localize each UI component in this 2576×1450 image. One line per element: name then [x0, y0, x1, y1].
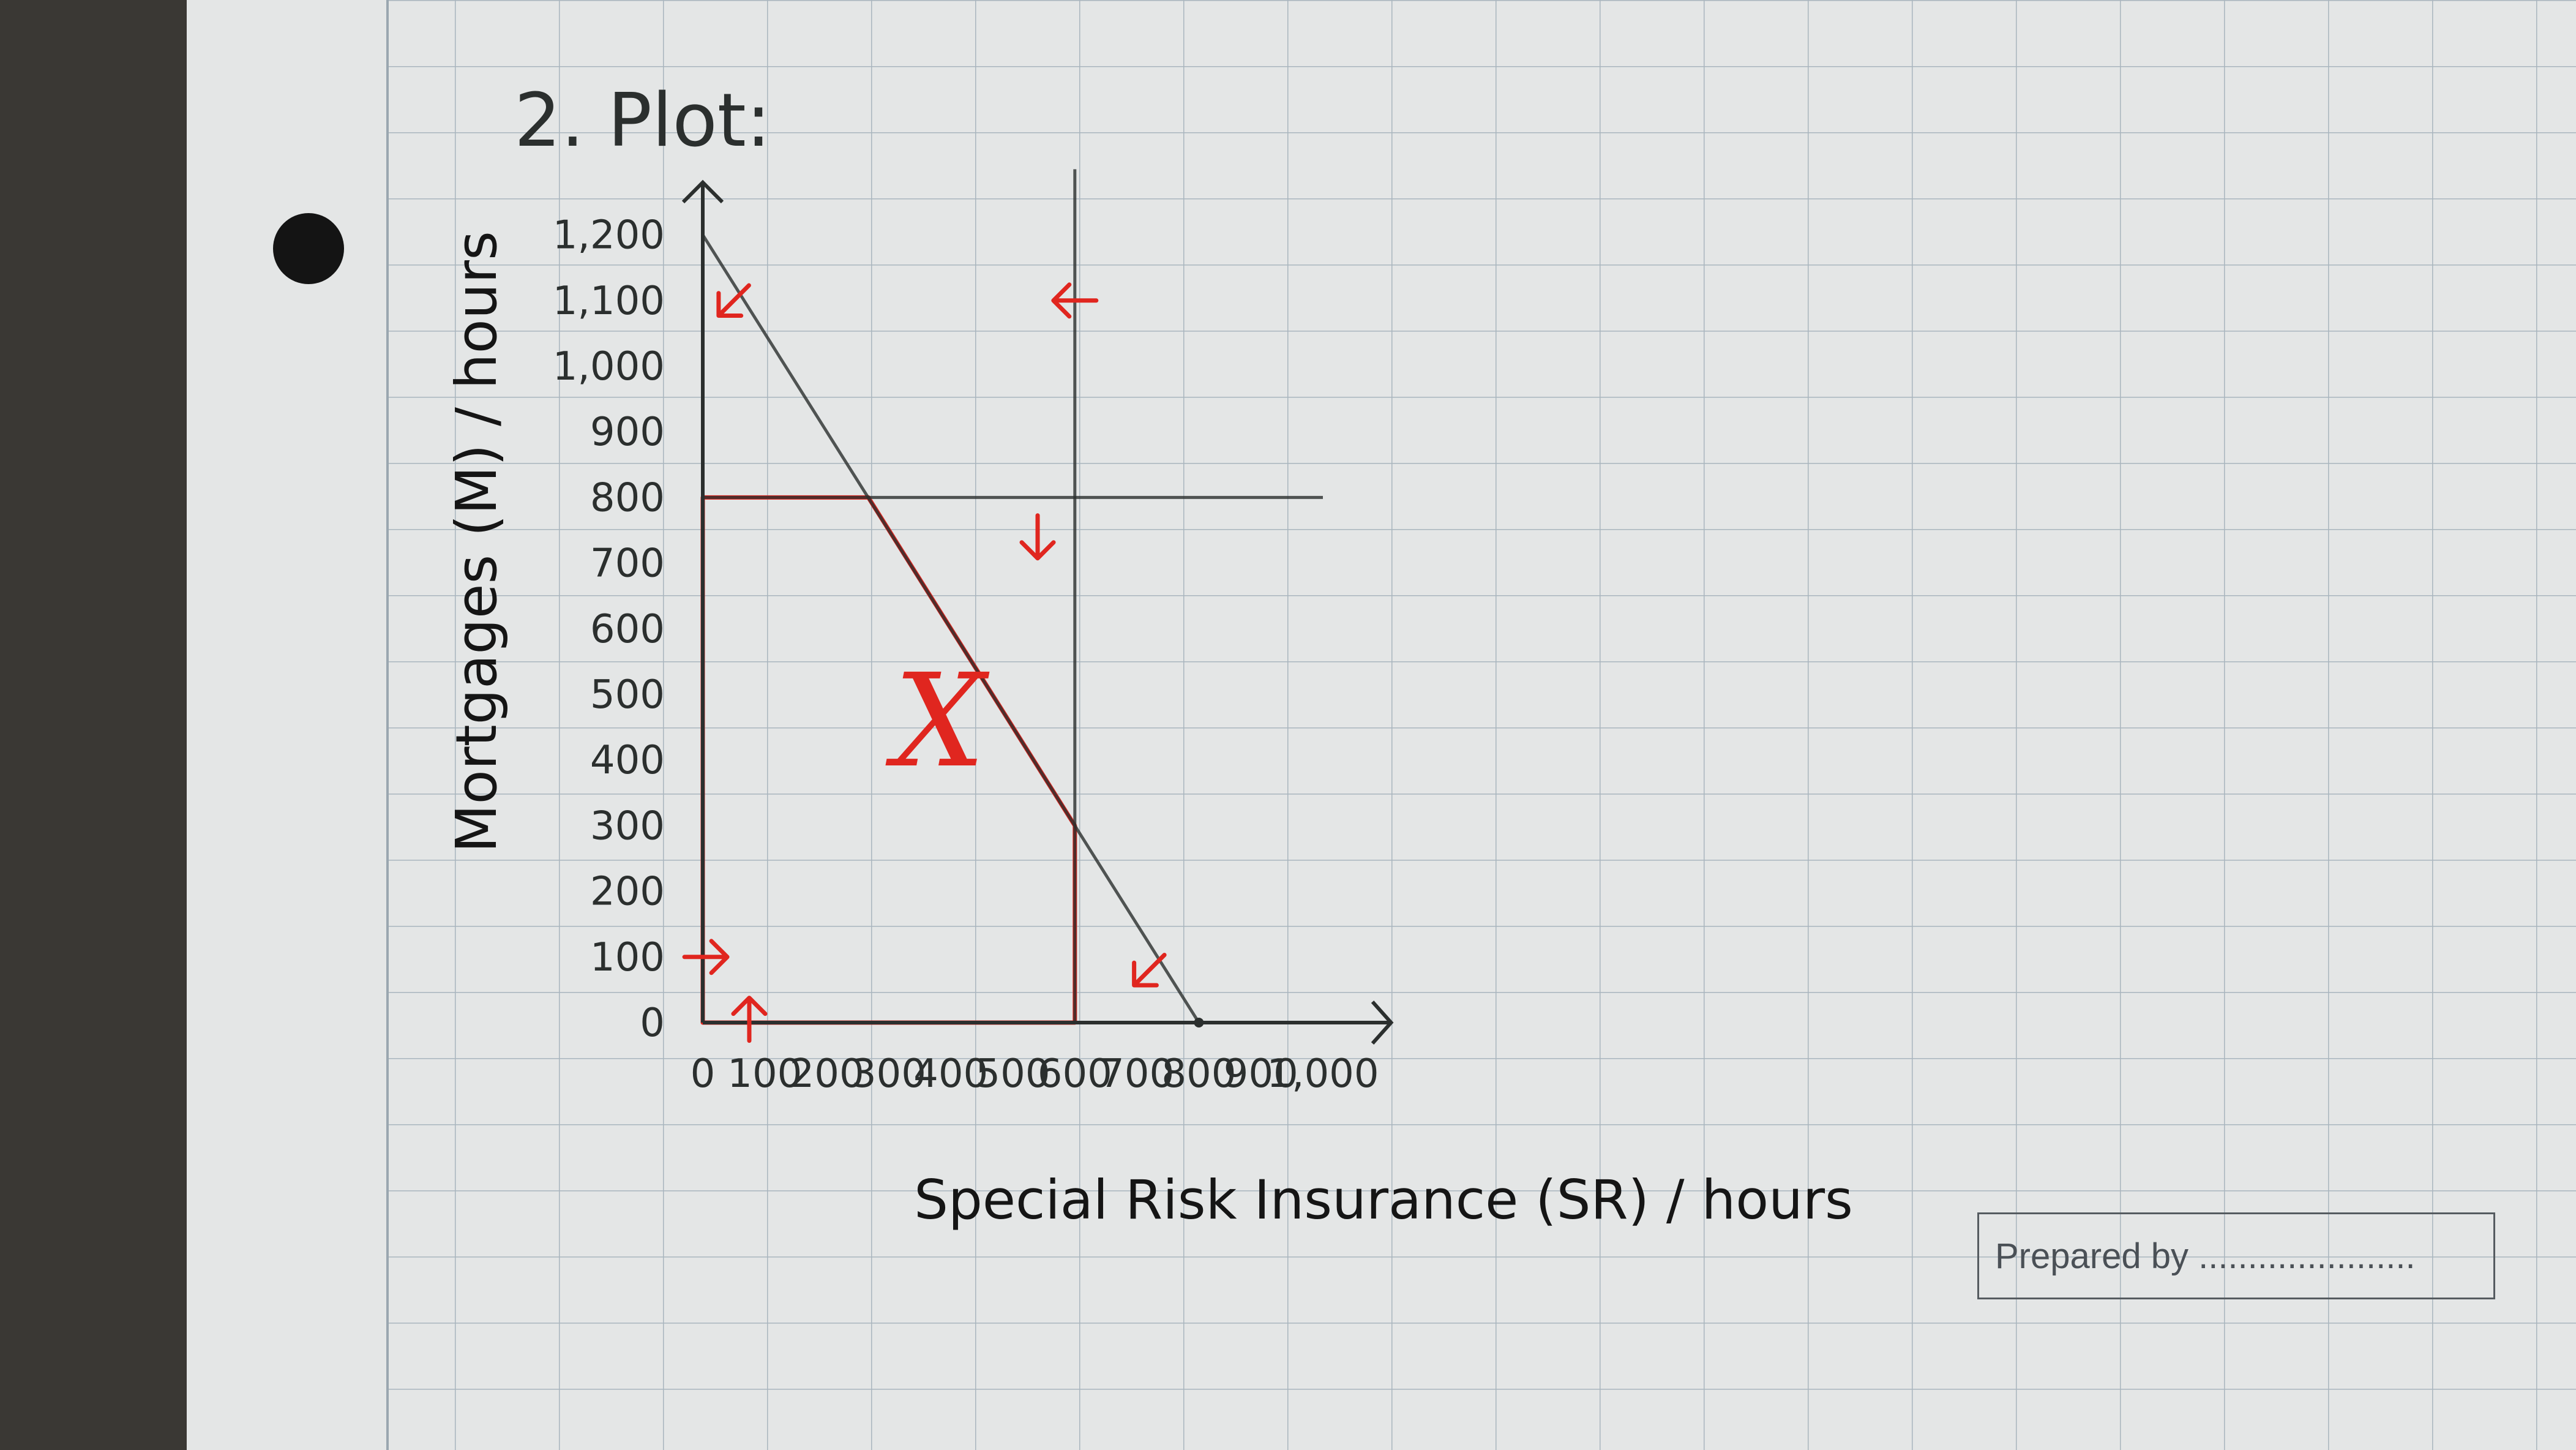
x-tick-label: 800: [1161, 1051, 1236, 1097]
y-tick-label: 700: [590, 541, 665, 587]
intercept-point: [1194, 1018, 1204, 1027]
direction-arrow: [1019, 513, 1056, 561]
prepared-by-box: Prepared by ......................: [1977, 1212, 2495, 1299]
x-tick-label: 100: [727, 1051, 802, 1097]
y-tick-label: 300: [590, 803, 665, 849]
y-axis-title: Mortgages (M) / hours: [444, 231, 509, 853]
y-tick-label: 900: [590, 410, 665, 455]
page-heading: 2. Plot:: [514, 78, 771, 163]
direction-arrow: [731, 996, 768, 1043]
x-tick-label: 700: [1099, 1051, 1174, 1097]
x-tick-label: 900: [1224, 1051, 1298, 1097]
punch-hole: [273, 213, 344, 284]
y-tick-label: 600: [590, 607, 665, 652]
y-tick-label: 800: [590, 475, 665, 520]
x-tick-label: 500: [975, 1051, 1050, 1097]
y-tick-label: 200: [590, 870, 665, 915]
direction-arrow: [682, 939, 730, 975]
x-tick-label: 600: [1038, 1051, 1112, 1097]
x-tick-label: 1,000: [1267, 1051, 1379, 1097]
constraint-line-1: [701, 234, 1200, 1024]
y-tick-label: 100: [590, 935, 665, 980]
y-axis-arrowhead: [681, 179, 724, 204]
x-axis-title: Special Risk Insurance (SR) / hours: [914, 1168, 1853, 1231]
prepared-by-text: Prepared by ......................: [1995, 1236, 2416, 1276]
x-tick-label: 0: [691, 1051, 716, 1097]
grid-area: [388, 0, 2576, 1450]
direction-arrow: [1051, 282, 1099, 319]
chart: 0 1002003004005006007008009001,0000100200…: [444, 169, 1853, 1231]
y-tick-label: 0: [640, 1001, 665, 1046]
x-tick-label: 400: [913, 1051, 988, 1097]
y-tick-label: 500: [590, 672, 665, 718]
y-tick-label: 1,000: [553, 344, 665, 389]
y-tick-label: 1,200: [553, 213, 665, 258]
feasible-region-label: X: [885, 646, 990, 796]
direction-arrow: [1132, 952, 1167, 988]
y-tick-label: 1,100: [553, 279, 665, 324]
x-tick-label: 200: [790, 1051, 864, 1097]
x-axis-arrowhead: [1371, 1001, 1394, 1045]
y-tick-label: 400: [590, 738, 665, 783]
x-tick-label: 300: [852, 1051, 926, 1097]
direction-arrow: [716, 283, 751, 318]
